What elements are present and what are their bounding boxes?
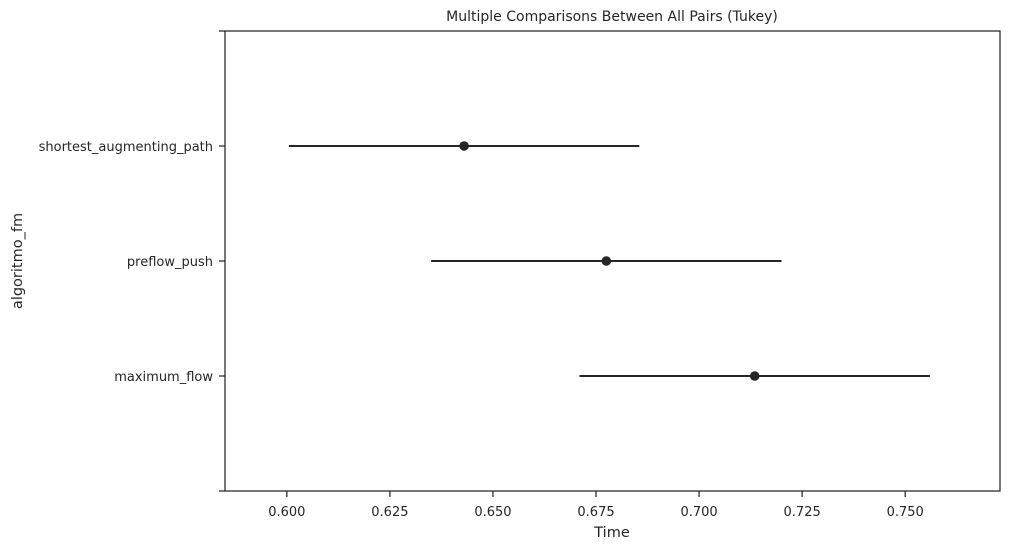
x-tick-label-2: 0.650 (474, 505, 511, 520)
y-tick-label-maximum_flow: maximum_flow (114, 370, 213, 385)
chart-title: Multiple Comparisons Between All Pairs (… (446, 9, 778, 25)
y-axis-label: algoritmo_fm (10, 213, 26, 309)
x-tick-label-3: 0.675 (577, 505, 614, 520)
y-tick-label-preflow_push: preflow_push (127, 255, 213, 270)
x-tick-label-4: 0.700 (680, 505, 717, 520)
x-axis-label: Time (593, 525, 630, 541)
x-tick-label-0: 0.600 (268, 505, 305, 520)
mean-point-maximum_flow (749, 371, 760, 381)
x-tick-label-5: 0.725 (784, 505, 821, 520)
y-tick-label-shortest_augmenting_path: shortest_augmenting_path (39, 140, 213, 155)
x-tick-label-1: 0.625 (371, 505, 408, 520)
mean-point-preflow_push (601, 256, 612, 266)
plot-area: 0.600 0.625 0.650 0.675 0.700 0.725 0.750 short… (39, 30, 1001, 520)
mean-point-shortest_augmenting_path (459, 141, 469, 151)
x-tick-label-6: 0.750 (887, 505, 924, 520)
